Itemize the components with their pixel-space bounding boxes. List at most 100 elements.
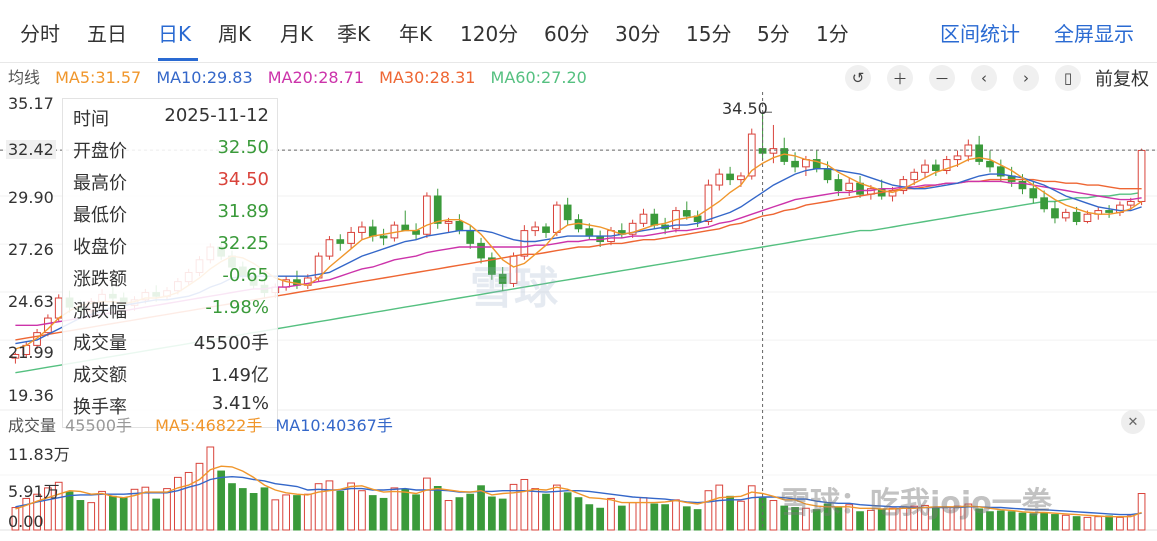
zoom-in-icon[interactable]: ＋ xyxy=(887,65,913,91)
candle-body xyxy=(1126,200,1135,206)
volume-bar xyxy=(682,506,691,531)
tooltip-key: 时间 xyxy=(73,109,109,130)
price-adjust-dropdown[interactable]: 前复权 xyxy=(1095,69,1149,90)
volume-bar xyxy=(661,504,669,531)
tab-60min[interactable]: 60分 xyxy=(544,22,590,46)
volume-bar xyxy=(715,484,724,531)
ma5-value: MA5:31.57 xyxy=(55,68,142,87)
tooltip-row: 涨跌额 -0.65 xyxy=(73,265,269,291)
volume-bar xyxy=(1051,514,1059,531)
tooltip-value: 2025-11-12 xyxy=(164,105,269,126)
tooltip-key: 最低价 xyxy=(73,205,127,226)
volume-bar xyxy=(823,503,832,531)
candle-body xyxy=(33,332,41,346)
volume-ma5: MA5:46822手 xyxy=(155,416,263,435)
tooltip-value: 34.50 xyxy=(217,169,269,190)
candle-body xyxy=(368,226,377,237)
volume-bar xyxy=(617,505,626,531)
candle-body xyxy=(379,235,388,239)
scroll-right-icon[interactable]: › xyxy=(1013,65,1039,91)
tab-yearly-k[interactable]: 年K xyxy=(399,22,433,46)
volume-bar xyxy=(303,493,312,531)
tab-daily-k[interactable]: 日K xyxy=(158,22,192,46)
tab-quarterly-k[interactable]: 季K xyxy=(337,22,371,46)
tab-1min[interactable]: 1分 xyxy=(816,22,849,46)
tab-monthly-k[interactable]: 月K xyxy=(280,22,314,46)
volume-bar xyxy=(173,476,182,531)
candle-body xyxy=(444,221,453,224)
volume-bar xyxy=(596,507,605,531)
volume-bar xyxy=(802,507,810,531)
tab-5min[interactable]: 5分 xyxy=(757,22,790,46)
volume-bar xyxy=(228,483,236,531)
volume-bar xyxy=(477,485,485,531)
candle-body xyxy=(347,231,355,244)
volume-ma-lines xyxy=(15,465,1142,518)
tooltip-row: 时间 2025-11-12 xyxy=(73,105,269,131)
tab-30min[interactable]: 30分 xyxy=(615,22,661,46)
tab-five-day[interactable]: 五日 xyxy=(87,22,127,46)
volume-bar xyxy=(163,488,171,531)
ma20-value: MA20:28.71 xyxy=(267,68,365,87)
candle-body xyxy=(1083,213,1092,223)
volume-axis-label: 5.91万 xyxy=(8,482,60,501)
candle-body xyxy=(715,173,724,186)
volume-bar xyxy=(1137,493,1146,531)
tooltip-value: 1.49亿 xyxy=(210,365,269,386)
tab-intraday[interactable]: 分时 xyxy=(20,22,60,46)
volume-bar xyxy=(206,446,215,531)
candle-body xyxy=(520,230,529,257)
volume-bar xyxy=(964,503,973,531)
volume-bar xyxy=(195,462,204,531)
volume-bar xyxy=(325,480,334,531)
volume-bar xyxy=(509,483,518,531)
volume-bar xyxy=(368,495,377,531)
candle-body xyxy=(769,148,778,154)
candle-type-icon[interactable]: ▯ xyxy=(1055,65,1081,91)
volume-bar xyxy=(769,500,778,531)
volume-bar xyxy=(780,505,789,531)
volume-bar xyxy=(531,488,540,531)
candle-body xyxy=(628,222,637,235)
tooltip-value: -0.65 xyxy=(222,265,269,286)
volume-bar xyxy=(1061,514,1070,531)
tab-120min[interactable]: 120分 xyxy=(460,22,519,46)
volume-bar xyxy=(542,493,550,531)
candle-body xyxy=(975,144,984,162)
volume-bar xyxy=(33,493,41,531)
volume-bar xyxy=(791,507,799,531)
candle-body xyxy=(791,160,799,168)
tooltip-key: 最高价 xyxy=(73,173,127,194)
volume-bar xyxy=(314,483,323,531)
volume-bar xyxy=(336,490,345,531)
tooltip-row: 换手率 3.41% xyxy=(73,393,269,419)
volume-bar xyxy=(563,492,572,531)
volume-bar xyxy=(845,504,854,531)
candle-body xyxy=(11,353,20,359)
fullscreen-button[interactable]: 全屏显示 xyxy=(1054,22,1134,46)
candle-body xyxy=(358,226,366,233)
high-marker-label: 34.50 xyxy=(722,99,768,118)
volume-bar xyxy=(1007,511,1016,531)
tooltip-value: 45500手 xyxy=(193,333,269,354)
volume-bar xyxy=(44,487,52,531)
candle-body xyxy=(498,273,507,284)
price-axis-label: 35.17 xyxy=(8,94,54,113)
tooltip-value: 32.25 xyxy=(217,233,269,254)
volume-bar xyxy=(488,496,496,531)
candle-body xyxy=(488,257,496,275)
volume-legend: 成交量 45500手 MA5:46822手 MA10:40367手 xyxy=(8,412,393,436)
volume-bar xyxy=(693,509,702,531)
zoom-out-icon[interactable]: － xyxy=(929,65,955,91)
tab-15min[interactable]: 15分 xyxy=(686,22,732,46)
volume-bar xyxy=(401,488,410,531)
range-stats-button[interactable]: 区间统计 xyxy=(940,22,1020,46)
scroll-left-icon[interactable]: ‹ xyxy=(971,65,997,91)
candle-body xyxy=(856,182,864,195)
volume-axis-label: 11.83万 xyxy=(8,445,70,464)
undo-icon[interactable]: ↺ xyxy=(845,65,871,91)
volume-bar xyxy=(444,500,453,531)
tab-weekly-k[interactable]: 周K xyxy=(218,22,252,46)
volume-bar xyxy=(379,497,388,531)
close-icon[interactable]: ✕ xyxy=(1121,410,1145,434)
